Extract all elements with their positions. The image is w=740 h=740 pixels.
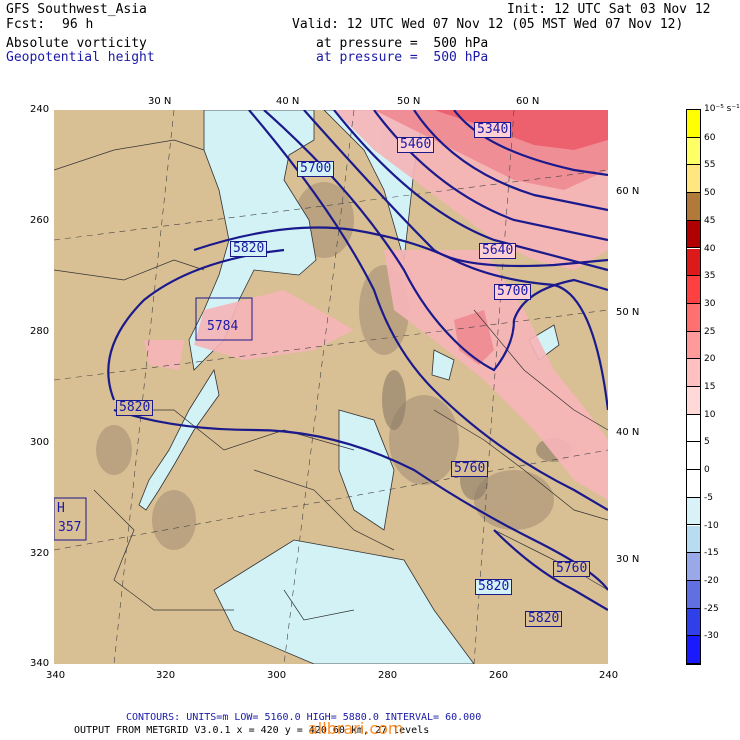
- contour-label: 5340: [474, 122, 512, 138]
- contour-label: 5700: [297, 161, 335, 177]
- pressure-level-1: at pressure = 500 hPa: [316, 36, 489, 51]
- colorbar-tick-label: -20: [704, 575, 719, 586]
- contour-label: 5460: [397, 137, 435, 153]
- contour-label: 5820: [116, 400, 154, 416]
- lat-right-30: 30 N: [616, 554, 640, 565]
- colorbar-swatch: [687, 248, 700, 277]
- contour-label: 5820: [475, 579, 513, 595]
- colorbar-tick-label: -5: [704, 492, 713, 503]
- colorbar-swatch: [687, 387, 700, 415]
- high-pressure-marker: H: [57, 501, 65, 516]
- colorbar-tick-label: 45: [704, 215, 716, 226]
- field-vorticity-label: Absolute vorticity: [6, 36, 147, 51]
- colorbar-swatch: [687, 331, 700, 360]
- contour-label: 357: [58, 520, 82, 535]
- x-tick-260: 260: [489, 670, 509, 681]
- colorbar-swatch: [687, 497, 700, 526]
- colorbar-tick-label: -30: [704, 631, 719, 642]
- contour-label: 5700: [494, 284, 532, 300]
- colorbar-swatch: [687, 414, 700, 443]
- weather-map: [54, 110, 608, 664]
- colorbar-swatch: [687, 608, 700, 637]
- colorbar-swatch: [687, 442, 700, 471]
- colorbar-tick-label: 50: [704, 188, 716, 199]
- colorbar-unit: 10⁻⁵ s⁻¹: [704, 104, 740, 114]
- contour-info: CONTOURS: UNITS=m LOW= 5160.0 HIGH= 5880…: [126, 712, 482, 723]
- contour-label: 5820: [230, 241, 268, 257]
- colorbar-tick-label: 30: [704, 298, 716, 309]
- colorbar-tick-label: 25: [704, 326, 716, 337]
- colorbar-tick-label: -15: [704, 548, 719, 559]
- init-time: Init: 12 UTC Sat 03 Nov 12: [507, 2, 711, 17]
- x-tick-300: 300: [267, 670, 287, 681]
- colorbar-tick-label: 20: [704, 354, 716, 365]
- colorbar-swatch: [687, 553, 700, 581]
- lat-top-50: 50 N: [397, 96, 421, 107]
- y-tick-240: 240: [30, 104, 50, 115]
- contour-label: 5760: [451, 461, 489, 477]
- y-tick-320: 320: [30, 548, 50, 559]
- colorbar-swatch: [687, 470, 700, 498]
- x-tick-280: 280: [378, 670, 398, 681]
- contour-label: 5820: [525, 611, 563, 627]
- x-tick-320: 320: [156, 670, 176, 681]
- colorbar-swatch: [687, 359, 700, 387]
- colorbar-tick-label: 0: [704, 465, 710, 476]
- forecast-label: Fcst:: [6, 17, 46, 32]
- colorbar-tick-label: 55: [704, 160, 716, 171]
- colorbar-swatch: [687, 276, 700, 304]
- y-tick-300: 300: [30, 437, 50, 448]
- watermark: allbrari.com: [308, 719, 404, 738]
- y-tick-340: 340: [30, 658, 50, 669]
- x-tick-240: 240: [599, 670, 619, 681]
- colorbar-tick-label: 35: [704, 271, 716, 282]
- colorbar-swatch: [687, 137, 700, 166]
- field-height-label: Geopotential height: [6, 50, 155, 65]
- pressure-level-2: at pressure = 500 hPa: [316, 50, 489, 65]
- colorbar-tick-label: -25: [704, 603, 719, 614]
- contour-label: 5640: [479, 243, 517, 259]
- y-tick-260: 260: [30, 215, 50, 226]
- lat-right-40: 40 N: [616, 427, 640, 438]
- lat-right-50: 50 N: [616, 307, 640, 318]
- output-info: OUTPUT FROM METGRID V3.0.1 x = 420 y = 4…: [74, 725, 430, 736]
- colorbar-tick-label: 15: [704, 382, 716, 392]
- contour-label: 5784: [207, 319, 239, 334]
- colorbar: [686, 109, 701, 665]
- colorbar-swatch: [687, 220, 700, 249]
- colorbar-swatch: [687, 525, 700, 554]
- colorbar-swatch: [687, 165, 700, 194]
- valid-time: Valid: 12 UTC Wed 07 Nov 12 (05 MST Wed …: [292, 17, 684, 32]
- lat-top-60: 60 N: [516, 96, 540, 107]
- lat-right-60: 60 N: [616, 186, 640, 197]
- colorbar-swatch: [687, 110, 700, 138]
- model-title: GFS Southwest_Asia: [6, 2, 147, 17]
- x-tick-340: 340: [46, 670, 66, 681]
- colorbar-tick-label: -10: [704, 520, 719, 531]
- colorbar-tick-label: 40: [704, 243, 716, 254]
- lat-top-40: 40 N: [276, 96, 300, 107]
- colorbar-tick-label: 5: [704, 437, 710, 448]
- colorbar-swatch: [687, 580, 700, 609]
- contour-label: 5760: [553, 561, 591, 577]
- colorbar-tick-label: 10: [704, 409, 716, 420]
- colorbar-tick-label: 60: [704, 132, 716, 143]
- colorbar-swatch: [687, 636, 700, 664]
- colorbar-swatch: [687, 193, 700, 221]
- forecast-hours: 96 h: [62, 17, 94, 32]
- lat-top-30: 30 N: [148, 96, 172, 107]
- y-tick-280: 280: [30, 326, 50, 337]
- colorbar-swatch: [687, 303, 700, 332]
